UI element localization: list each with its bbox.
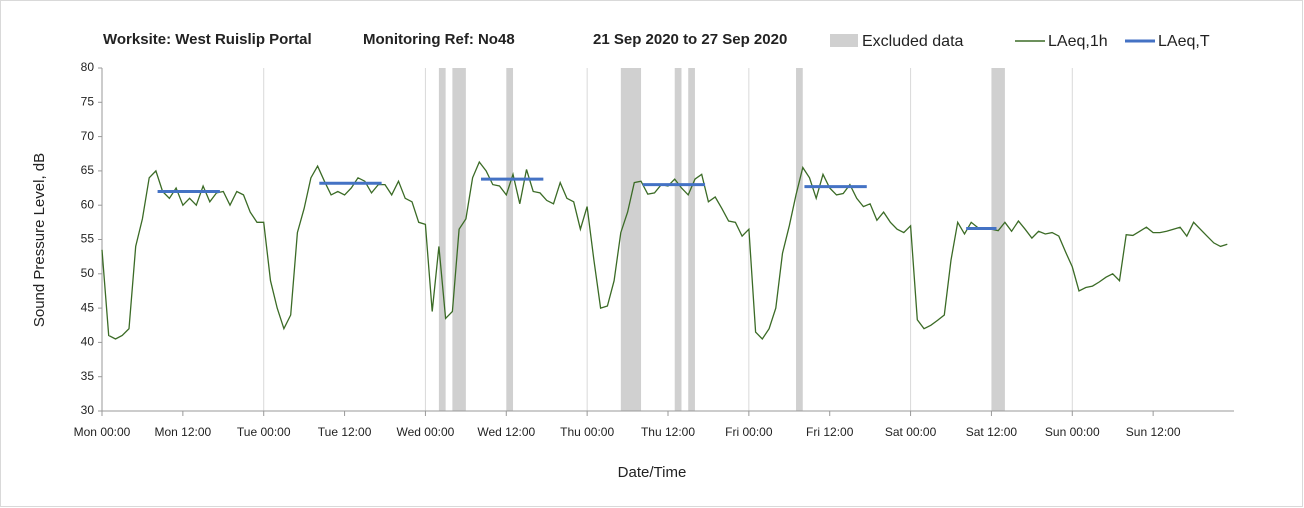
y-tick-label: 40 — [81, 335, 95, 349]
excluded-band — [506, 68, 514, 411]
chart-title: 21 Sep 2020 to 27 Sep 2020 — [593, 31, 787, 48]
x-tick-label: Mon 12:00 — [154, 425, 211, 439]
x-axis-label: Date/Time — [618, 464, 687, 481]
excluded-band — [438, 68, 446, 411]
x-tick-label: Mon 00:00 — [74, 425, 131, 439]
x-tick-label: Sat 12:00 — [966, 425, 1018, 439]
y-tick-label: 35 — [81, 369, 95, 383]
y-tick-label: 75 — [81, 94, 95, 108]
y-tick-label: 45 — [81, 300, 95, 314]
y-tick-label: 70 — [81, 129, 95, 143]
x-tick-label: Sun 00:00 — [1045, 425, 1100, 439]
x-tick-label: Fri 00:00 — [725, 425, 773, 439]
chart-title: Worksite: West Ruislip Portal — [103, 31, 312, 48]
y-tick-label: 65 — [81, 163, 95, 177]
legend-label: LAeq,1h — [1048, 33, 1108, 50]
y-tick-label: 55 — [81, 232, 95, 246]
y-axis-label: Sound Pressure Level, dB — [31, 153, 48, 327]
x-tick-label: Thu 00:00 — [560, 425, 614, 439]
x-tick-label: Wed 12:00 — [477, 425, 535, 439]
y-tick-label: 60 — [81, 197, 95, 211]
excluded-band — [620, 68, 642, 411]
x-tick-label: Thu 12:00 — [641, 425, 695, 439]
legend-label: Excluded data — [862, 33, 964, 50]
chart-title: Monitoring Ref: No48 — [363, 31, 515, 48]
excluded-band — [991, 68, 1005, 411]
excluded-band — [674, 68, 682, 411]
y-tick-label: 80 — [81, 60, 95, 74]
excluded-band — [452, 68, 466, 411]
x-tick-label: Sat 00:00 — [885, 425, 937, 439]
x-tick-label: Tue 00:00 — [237, 425, 291, 439]
excluded-band — [688, 68, 695, 411]
x-tick-label: Sun 12:00 — [1126, 425, 1181, 439]
y-tick-label: 50 — [81, 266, 95, 280]
legend-swatch — [830, 34, 858, 47]
legend-label: LAeq,T — [1158, 33, 1210, 50]
x-tick-label: Tue 12:00 — [318, 425, 372, 439]
y-tick-label: 30 — [81, 403, 95, 417]
x-tick-label: Wed 00:00 — [397, 425, 455, 439]
excluded-band — [796, 68, 803, 411]
x-tick-label: Fri 12:00 — [806, 425, 854, 439]
